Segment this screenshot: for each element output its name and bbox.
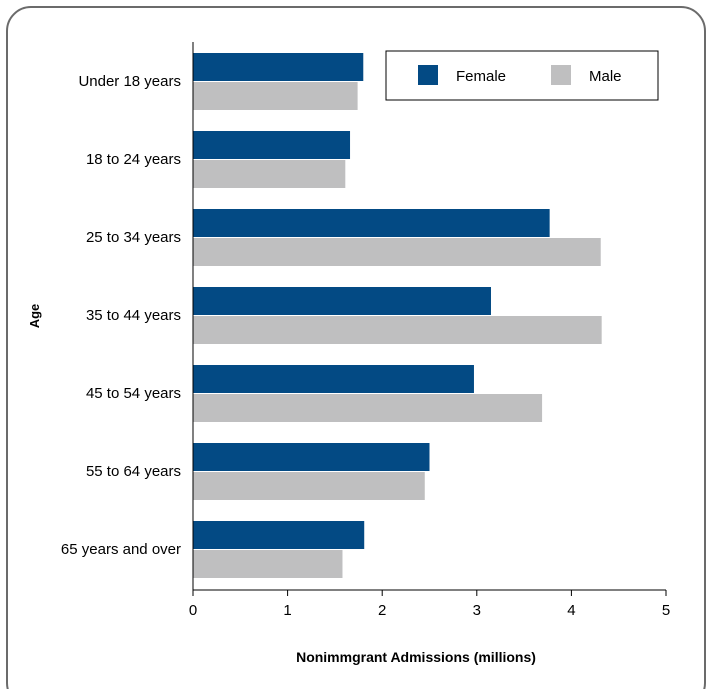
y-tick-label-55-to-64-years: 55 to 64 years [86,463,181,480]
bar-male-55-to-64-years [193,472,425,500]
x-tick-label-4: 4 [567,602,575,619]
y-tick-label-25-to-34-years: 25 to 34 years [86,229,181,246]
bar-female-18-to-24-years [193,131,351,159]
y-tick-label-35-to-44-years: 35 to 44 years [86,307,181,324]
x-ticks-layer: 0 1 2 3 4 5 [189,590,670,619]
legend-label-male: Male [589,68,622,85]
bars-layer [193,53,602,578]
bar-male-35-to-44-years [193,316,602,344]
y-labels-layer: Under 18 years 18 to 24 years 25 to 34 yea… [61,73,181,558]
x-tick-label-3: 3 [473,602,481,619]
legend: Female Male [385,50,659,101]
legend-swatch-male [551,65,571,85]
x-tick-label-5: 5 [662,602,670,619]
y-tick-label-45-to-54-years: 45 to 54 years [86,385,181,402]
bar-female-25-to-34-years [193,209,550,237]
x-tick-label-2: 2 [378,602,386,619]
bar-female-55-to-64-years [193,443,430,471]
y-tick-label-65-years-and-over: 65 years and over [61,541,181,558]
x-tick-label-1: 1 [283,602,291,619]
y-tick-label-18-to-24-years: 18 to 24 years [86,151,181,168]
bar-male-under-18-years [193,82,358,110]
bar-female-under-18-years [193,53,364,81]
legend-label-female: Female [456,68,506,85]
x-axis-title: Nonimmgrant Admissions (millions) [296,649,536,665]
legend-swatch-female [418,65,438,85]
bar-female-65-years-and-over [193,521,365,549]
bar-male-45-to-54-years [193,394,543,422]
bar-male-65-years-and-over [193,550,343,578]
x-tick-label-0: 0 [189,602,197,619]
chart-frame [6,6,706,694]
y-axis-title: Age [27,304,42,329]
bar-female-45-to-54-years [193,365,474,393]
bar-female-35-to-44-years [193,287,491,315]
bar-male-18-to-24-years [193,160,346,188]
bar-male-25-to-34-years [193,238,601,266]
y-tick-label-under-18-years: Under 18 years [78,73,181,90]
